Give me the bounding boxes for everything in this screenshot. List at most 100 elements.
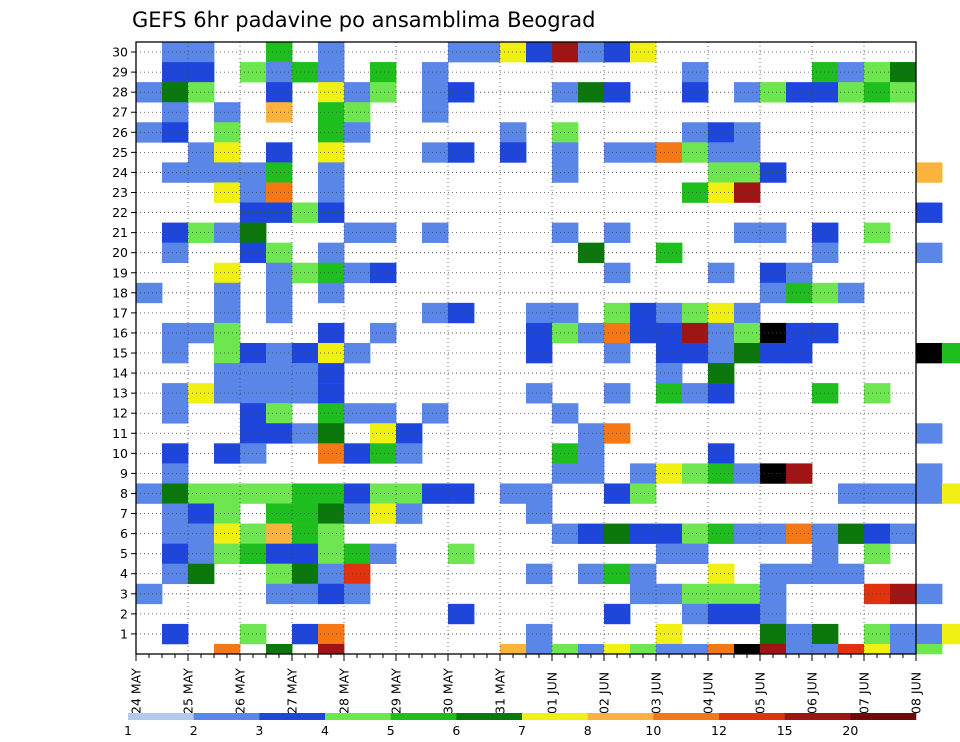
- heatmap-cell: [214, 302, 241, 324]
- heatmap-cell: [734, 122, 761, 143]
- heatmap-cell: [786, 463, 813, 484]
- heatmap-cell: [630, 523, 657, 544]
- heatmap-cell: [682, 643, 709, 655]
- heatmap-cell: [760, 603, 787, 625]
- heatmap-cell: [786, 523, 813, 544]
- heatmap-cell: [604, 383, 631, 404]
- heatmap-cell: [578, 523, 605, 544]
- y-tick-label: 11: [112, 426, 128, 441]
- heatmap-cell: [526, 302, 553, 324]
- y-tick-label: 14: [112, 366, 128, 381]
- heatmap-cell: [942, 483, 960, 504]
- heatmap-cell: [552, 463, 579, 484]
- heatmap-cell: [370, 262, 397, 284]
- heatmap-cell: [708, 342, 735, 364]
- heatmap-cell: [864, 583, 891, 605]
- heatmap-cell: [318, 42, 345, 63]
- heatmap-cell: [188, 322, 215, 344]
- heatmap-cell: [526, 643, 553, 655]
- heatmap-cell: [552, 643, 579, 655]
- heatmap-cell: [162, 563, 189, 585]
- heatmap-cell: [734, 222, 761, 243]
- heatmap-cell: [682, 182, 709, 203]
- y-tick-label: 19: [112, 265, 128, 280]
- heatmap-cell: [604, 342, 631, 364]
- heatmap-cell: [162, 342, 189, 364]
- colorbar-swatch: [784, 713, 851, 720]
- y-tick-label: 27: [112, 105, 128, 120]
- heatmap-cell: [812, 322, 839, 344]
- heatmap-cell: [630, 483, 657, 504]
- heatmap-cell: [292, 623, 319, 645]
- x-tick-label: 08 JUN: [909, 672, 924, 714]
- colorbar-label: 20: [842, 723, 858, 738]
- heatmap-cell: [552, 302, 579, 324]
- heatmap-cell: [162, 383, 189, 404]
- heatmap-cell: [266, 262, 293, 284]
- heatmap-cells: [136, 42, 960, 655]
- heatmap-cell: [188, 82, 215, 103]
- x-tick-label: 24 MAY: [129, 668, 144, 714]
- heatmap-cell: [864, 82, 891, 103]
- heatmap-cell: [864, 623, 891, 645]
- heatmap-cell: [760, 623, 787, 645]
- y-tick-label: 7: [120, 506, 128, 521]
- heatmap-cell: [578, 42, 605, 63]
- colorbar-swatch: [522, 713, 588, 720]
- heatmap-cell: [318, 623, 345, 645]
- heatmap-cell: [266, 643, 293, 655]
- heatmap-cell: [812, 222, 839, 243]
- heatmap-cell: [162, 82, 189, 103]
- heatmap-cell: [604, 322, 631, 344]
- heatmap-cell: [318, 162, 345, 183]
- heatmap-cell: [370, 423, 397, 444]
- heatmap-cell: [604, 222, 631, 243]
- heatmap-cell: [292, 563, 319, 585]
- heatmap-cell: [708, 182, 735, 203]
- x-tick-label: 26 MAY: [233, 668, 248, 714]
- heatmap-cell: [292, 523, 319, 544]
- heatmap-cell: [240, 62, 267, 83]
- heatmap-cell: [266, 242, 293, 264]
- y-tick-label: 15: [112, 346, 128, 361]
- heatmap-cell: [370, 483, 397, 504]
- heatmap-cell: [708, 162, 735, 183]
- y-tick-label: 4: [120, 566, 128, 581]
- heatmap-cell: [240, 623, 267, 645]
- heatmap-cell: [396, 483, 423, 504]
- heatmap-cell: [292, 423, 319, 444]
- heatmap-cell: [188, 383, 215, 404]
- colorbar-label: 7: [518, 723, 526, 738]
- heatmap-cell: [552, 443, 579, 464]
- heatmap-cell: [318, 523, 345, 544]
- heatmap-cell: [240, 483, 267, 504]
- heatmap-cell: [734, 523, 761, 544]
- heatmap-cell: [422, 142, 449, 163]
- y-tick-label: 28: [112, 85, 128, 100]
- heatmap-cell: [214, 543, 241, 565]
- heatmap-cell: [162, 443, 189, 464]
- heatmap-cell: [240, 403, 267, 424]
- heatmap-cell: [656, 643, 683, 655]
- heatmap-cell: [370, 322, 397, 344]
- heatmap-cell: [162, 242, 189, 264]
- heatmap-cell: [604, 262, 631, 284]
- heatmap-cell: [162, 42, 189, 63]
- heatmap-cell: [344, 443, 371, 464]
- heatmap-cell: [214, 162, 241, 183]
- heatmap-cell: [318, 483, 345, 504]
- heatmap-cell: [318, 242, 345, 264]
- heatmap-cell: [344, 503, 371, 524]
- heatmap-cell: [162, 403, 189, 424]
- heatmap-cell: [864, 383, 891, 404]
- heatmap-cell: [370, 62, 397, 83]
- x-axis: 24 MAY 25 MAY 26 MAY 27 MAY 28 MAY 29 MAY 30 M…: [129, 654, 924, 714]
- heatmap-cell: [266, 483, 293, 504]
- heatmap-cell: [786, 262, 813, 284]
- heatmap-cell: [734, 603, 761, 625]
- heatmap-cell: [448, 302, 475, 324]
- heatmap-cell: [786, 623, 813, 645]
- colorbar-swatch: [587, 713, 654, 720]
- heatmap-cell: [708, 523, 735, 544]
- y-tick-label: 9: [120, 466, 128, 481]
